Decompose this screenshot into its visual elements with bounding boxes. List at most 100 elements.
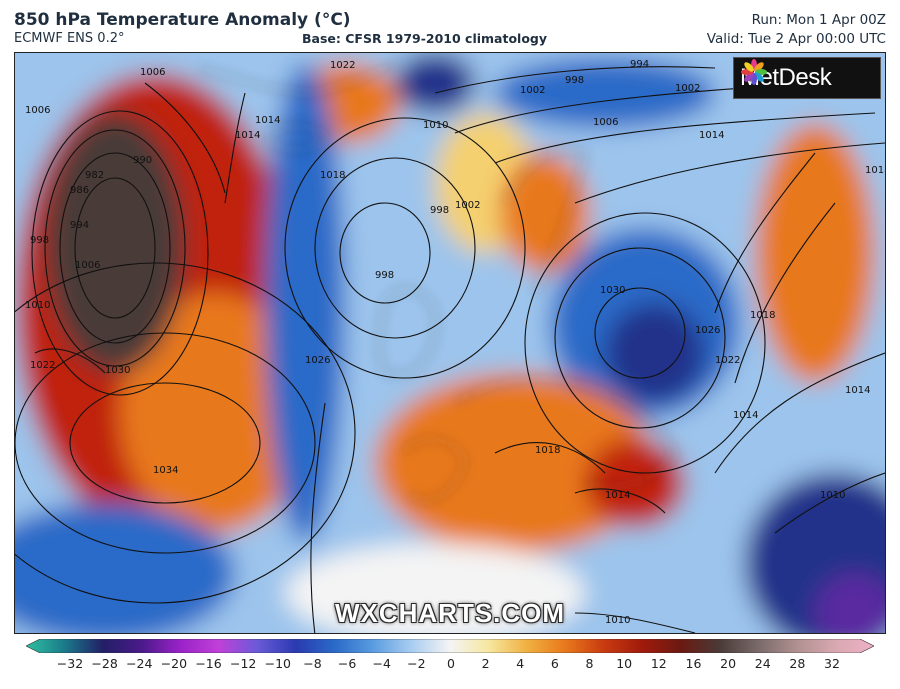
isobar-ring: [574, 612, 696, 633]
norwegian-sea-cold: [495, 58, 715, 128]
colorbar-tick-label: −6: [337, 656, 357, 671]
valid-time-label: Valid: Tue 2 Apr 00:00 UTC: [706, 31, 886, 47]
colorbar-strip: [26, 639, 874, 653]
coastlines: [199, 62, 676, 502]
run-time-label: Run: Mon 1 Apr 00Z: [751, 12, 886, 28]
southeast-violet: [815, 573, 885, 633]
isobar-label: 1014: [605, 490, 630, 501]
isobar-label: 1014: [733, 410, 758, 421]
cold-pool-core: [605, 303, 705, 403]
isobar-label: 1030: [105, 365, 130, 376]
colorbar-tick-label: 2: [481, 656, 490, 671]
isobar-ring: [44, 129, 186, 367]
colorbar-tick-label: −24: [126, 656, 153, 671]
europe-coast: [454, 378, 676, 488]
isobar-ring: [714, 352, 885, 474]
logo-petal: [744, 62, 754, 72]
colorbar-tick-label: 16: [685, 656, 702, 671]
isobar-ring: [69, 382, 261, 504]
isobar-lines: [15, 66, 885, 633]
isobar-ring: [284, 117, 526, 379]
colorbar: [26, 639, 874, 653]
colorbar-tick-label: −2: [407, 656, 426, 671]
isobar-ring: [574, 488, 666, 514]
isobar-ring: [74, 177, 156, 319]
colorbar-tick-label: −4: [372, 656, 391, 671]
russia-warm-band: [755, 123, 875, 383]
isobar-label: 998: [30, 235, 49, 246]
isobar-label: 1002: [520, 85, 545, 96]
iberia-coast: [404, 438, 466, 502]
isobar-ring: [31, 110, 209, 396]
isobar-label: 1006: [140, 67, 165, 78]
isobar-label: 1026: [695, 325, 720, 336]
isobar-ring: [734, 202, 836, 384]
isobar-label: 1018: [750, 310, 775, 321]
iceland-coast: [269, 125, 326, 151]
colorbar-tick-label: 20: [720, 656, 737, 671]
colorbar-tick-label: 10: [616, 656, 633, 671]
isobar-label: 994: [630, 59, 649, 70]
logo-petal: [754, 72, 764, 82]
europe-warm-zone: [375, 373, 655, 553]
isobar-label: 1006: [25, 105, 50, 116]
greenland-deep-anomaly: [45, 113, 185, 373]
isobar-ring: [314, 157, 476, 339]
colorbar-tick-label: −20: [160, 656, 188, 671]
colorbar-ticks: −32 −28 −24 −20 −16 −12 −10 −8 −6 −4 −2 0 2 4 6 8 10 12 16…: [0, 656, 900, 680]
isobar-label: 1022: [330, 60, 355, 71]
map-canvas: 982 986 990 994 998 1006 1010 1014 1018 …: [15, 53, 886, 633]
isobar-ring: [774, 472, 885, 534]
isobar-ring: [59, 152, 171, 344]
isobar-label: 1014: [845, 385, 870, 396]
colorbar-tick-label: 28: [789, 656, 806, 671]
isobar-label: 1002: [675, 83, 700, 94]
metdesk-petal-logo-icon: [741, 59, 767, 85]
isobar-label: 1010: [605, 615, 630, 626]
isobar-ring: [15, 332, 316, 554]
isobar-label: 986: [70, 185, 89, 196]
metdesk-logo: MetDesk: [733, 57, 881, 99]
scandinavia-warm: [500, 153, 590, 273]
isobar-ring: [574, 142, 885, 204]
arctic-cold-patch: [395, 53, 475, 113]
greenland-coast: [199, 62, 396, 94]
isobar-label: 1018: [535, 445, 560, 456]
isobar-label: 1010: [820, 490, 845, 501]
colorbar-tick-label: −32: [56, 656, 84, 671]
isobar-label: 998: [430, 205, 449, 216]
logo-petal: [744, 72, 754, 82]
isobar-label: 1014: [699, 130, 724, 141]
mid-atlantic-cold-band: [265, 63, 345, 543]
isobar-label: 990: [133, 155, 152, 166]
isobar-label: 1026: [305, 355, 330, 366]
anomaly-map: 982 986 990 994 998 1006 1010 1014 1018 …: [14, 52, 886, 634]
colorbar-tick-label: 24: [754, 656, 771, 671]
model-label: ECMWF ENS 0.2°: [14, 31, 125, 46]
colorbar-tick-label: 6: [550, 656, 559, 671]
isobar-label: 1030: [600, 285, 625, 296]
scandinavia-coast: [504, 149, 586, 294]
isobar-ring: [554, 247, 726, 429]
colorbar-tick-label: −28: [91, 656, 118, 671]
isobar-ring: [15, 262, 356, 604]
isobar-ring: [714, 152, 816, 314]
isobar-labels: 982 986 990 994 998 1006 1010 1014 1018 …: [25, 59, 886, 626]
wxcharts-watermark: WXCHARTS.COM: [334, 598, 566, 628]
mediterranean-mild: [285, 543, 585, 633]
isobar-label: 1006: [593, 117, 618, 128]
isobar-ring: [339, 202, 431, 304]
isobar-label: 1006: [75, 260, 100, 271]
isobar-label: 1010: [25, 300, 50, 311]
isobar-label: 1018: [865, 165, 886, 176]
colorbar-tick-label: 32: [824, 656, 840, 671]
isobar-label: 1022: [30, 360, 55, 371]
isobar-ring: [594, 287, 686, 379]
isobar-ring: [144, 82, 226, 194]
isobar-ring: [494, 112, 876, 164]
atlantic-orange-core: [120, 293, 310, 533]
isobar-label: 998: [375, 270, 394, 281]
logo-petal: [754, 62, 764, 72]
isobar-label: 994: [70, 220, 89, 231]
isobar-label: 1022: [715, 355, 740, 366]
